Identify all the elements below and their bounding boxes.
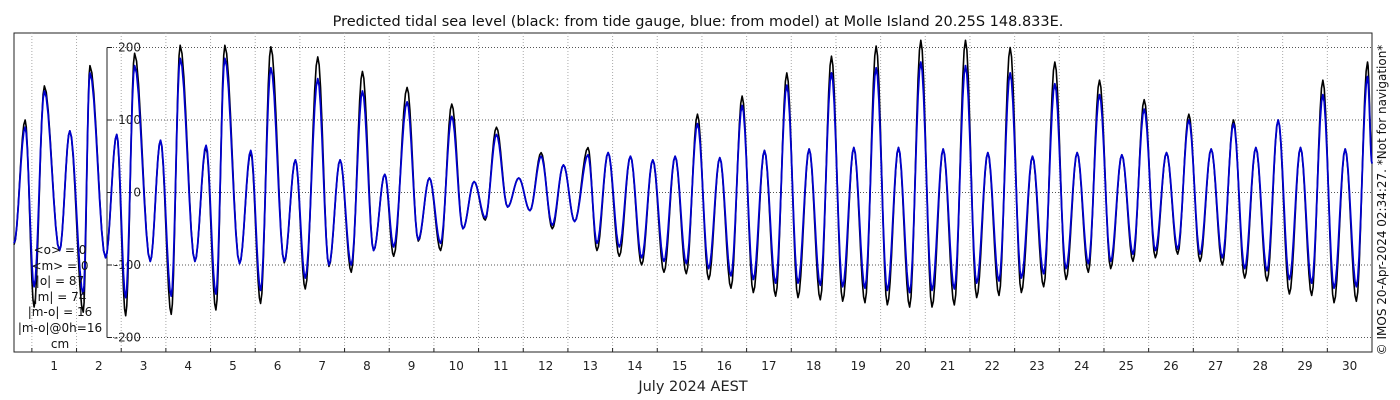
x-tick-label: 25 bbox=[1119, 359, 1134, 373]
x-tick-label: 13 bbox=[583, 359, 598, 373]
x-tick-label: 21 bbox=[940, 359, 955, 373]
x-tick-label: 28 bbox=[1253, 359, 1268, 373]
x-tick-label: 17 bbox=[761, 359, 776, 373]
x-tick-label: 19 bbox=[851, 359, 866, 373]
statistics-panel: <o> = 0 <m> = 0 |o| = 87 |m| = 74 |m-o| … bbox=[8, 243, 112, 352]
x-tick-label: 4 bbox=[184, 359, 192, 373]
x-tick-label: 5 bbox=[229, 359, 237, 373]
x-tick-label: 7 bbox=[318, 359, 326, 373]
series-group bbox=[13, 39, 1373, 317]
x-tick-label: 12 bbox=[538, 359, 553, 373]
stat-abs-observed: |o| = 87 bbox=[35, 274, 85, 289]
y-tick-label: 0 bbox=[133, 186, 141, 200]
chart-title: Predicted tidal sea level (black: from t… bbox=[333, 14, 1064, 30]
x-tick-label: 23 bbox=[1029, 359, 1044, 373]
x-tick-label: 30 bbox=[1342, 359, 1357, 373]
x-tick-label: 9 bbox=[408, 359, 416, 373]
stat-abs-difference-0h: |m-o|@0h=16 bbox=[17, 320, 103, 335]
x-tick-label: 20 bbox=[895, 359, 910, 373]
x-tick-label: 16 bbox=[717, 359, 732, 373]
y-tick-label: 200 bbox=[118, 41, 141, 55]
x-tick-label: 2 bbox=[95, 359, 103, 373]
x-tick-label: 8 bbox=[363, 359, 371, 373]
x-tick-label: 11 bbox=[493, 359, 508, 373]
x-tick-label: 22 bbox=[985, 359, 1000, 373]
x-tick-label: 18 bbox=[806, 359, 821, 373]
stat-mean-model: <m> = 0 bbox=[31, 258, 89, 273]
x-tick-label: 3 bbox=[140, 359, 148, 373]
x-axis-label: July 2024 AEST bbox=[637, 379, 747, 395]
stat-mean-observed: <o> = 0 bbox=[33, 243, 87, 257]
x-tick-label: 24 bbox=[1074, 359, 1089, 373]
plot-frame bbox=[13, 32, 1373, 353]
x-tick-label: 6 bbox=[274, 359, 282, 373]
x-tick-label: 1 bbox=[50, 359, 58, 373]
model-series-line bbox=[13, 57, 1373, 299]
stat-unit: cm bbox=[50, 336, 70, 351]
x-tick-label: 15 bbox=[672, 359, 687, 373]
x-tick-label: 10 bbox=[449, 359, 464, 373]
x-tick-label: 27 bbox=[1208, 359, 1223, 373]
x-tick-label: 26 bbox=[1163, 359, 1178, 373]
axes: 1 2 3 4 5 6 7 8 9 10 11 12 13 14 15 16 17 18 19 20 21 22 23 24 2… bbox=[31, 41, 1357, 373]
x-tick-label: 29 bbox=[1297, 359, 1312, 373]
stat-abs-model: |m| = 74 bbox=[33, 289, 87, 304]
credit-text: © IMOS 20-Apr-2024 02:34:27. *Not for na… bbox=[1375, 44, 1389, 356]
stat-abs-difference: |m-o| = 16 bbox=[27, 305, 93, 320]
x-tick-label: 14 bbox=[627, 359, 642, 373]
y-tick-label: -200 bbox=[114, 331, 141, 345]
y-tick-label: 100 bbox=[118, 113, 141, 127]
